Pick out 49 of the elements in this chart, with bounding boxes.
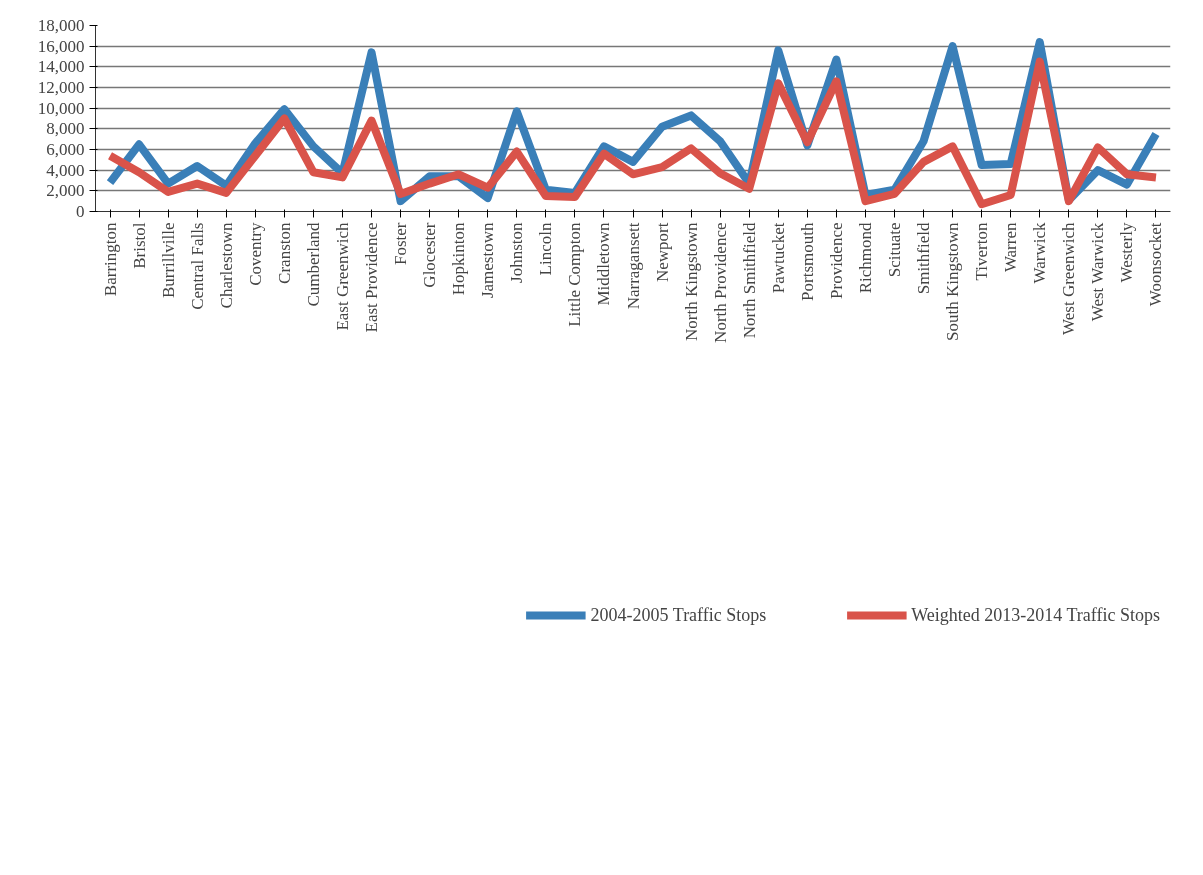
x-tick-label: Glocester bbox=[420, 222, 440, 288]
x-tick-label: Central Falls bbox=[187, 222, 207, 310]
x-tick-label: Hopkinton bbox=[449, 222, 469, 296]
x-tick-label: Middletown bbox=[594, 222, 614, 306]
x-tick-label: Pawtucket bbox=[768, 222, 788, 294]
x-tick-label: East Providence bbox=[362, 222, 382, 333]
x-tick-label: Bristol bbox=[129, 222, 149, 269]
x-tick-label: Little Compton bbox=[565, 222, 585, 327]
y-tick-label: 0 bbox=[76, 202, 85, 221]
x-tick-label: Westerly bbox=[1117, 222, 1137, 283]
x-tick-label: Cranston bbox=[274, 222, 294, 284]
x-tick-label: Providence bbox=[826, 222, 846, 299]
x-tick-label: Burrillville bbox=[158, 222, 178, 299]
x-tick-label: South Kingstown bbox=[943, 222, 963, 342]
x-tick-label: North Smithfield bbox=[739, 222, 759, 339]
y-tick-label: 2,000 bbox=[46, 181, 85, 201]
x-tick-label: West Greenwich bbox=[1059, 222, 1079, 335]
x-tick-label: East Greenwich bbox=[332, 222, 352, 331]
x-tick-label: Scituate bbox=[884, 222, 904, 278]
x-tick-label: Smithfield bbox=[914, 222, 934, 295]
x-tick-label: Coventry bbox=[245, 222, 265, 286]
x-tick-label: Charlestown bbox=[216, 222, 236, 309]
x-tick-label: Barrington bbox=[100, 222, 120, 297]
x-tick-label: North Kingstown bbox=[681, 222, 701, 342]
x-tick-label: Tiverton bbox=[972, 222, 992, 281]
x-tick-label: Woonsocket bbox=[1146, 222, 1166, 307]
y-tick-label: 10,000 bbox=[37, 98, 85, 118]
y-tick-label: 14,000 bbox=[37, 57, 85, 77]
y-tick-label: 16,000 bbox=[37, 36, 85, 56]
x-tick-label: Newport bbox=[652, 222, 672, 282]
x-tick-label: Foster bbox=[391, 222, 411, 265]
x-tick-label: Portsmouth bbox=[797, 222, 817, 301]
x-tick-label: Cumberland bbox=[303, 222, 323, 307]
x-tick-label: Warwick bbox=[1030, 222, 1050, 284]
legend-label: 2004-2005 Traffic Stops bbox=[590, 604, 767, 626]
x-tick-label: West Warwick bbox=[1088, 222, 1108, 322]
x-tick-label: Johnston bbox=[507, 222, 527, 283]
y-tick-label: 4,000 bbox=[46, 160, 85, 180]
y-tick-label: 6,000 bbox=[46, 140, 85, 159]
x-tick-label: Jamestown bbox=[478, 222, 498, 299]
legend-label: Weighted 2013-2014 Traffic Stops bbox=[911, 604, 1160, 626]
y-tick-label: 8,000 bbox=[46, 119, 85, 139]
y-tick-label: 12,000 bbox=[37, 78, 85, 97]
y-tick-label: 18,000 bbox=[37, 16, 85, 35]
x-tick-label: North Providence bbox=[710, 222, 730, 343]
x-tick-label: Lincoln bbox=[536, 222, 556, 276]
x-tick-label: Richmond bbox=[855, 222, 875, 294]
x-tick-label: Narragansett bbox=[623, 222, 643, 310]
x-tick-label: Warren bbox=[1001, 222, 1021, 273]
